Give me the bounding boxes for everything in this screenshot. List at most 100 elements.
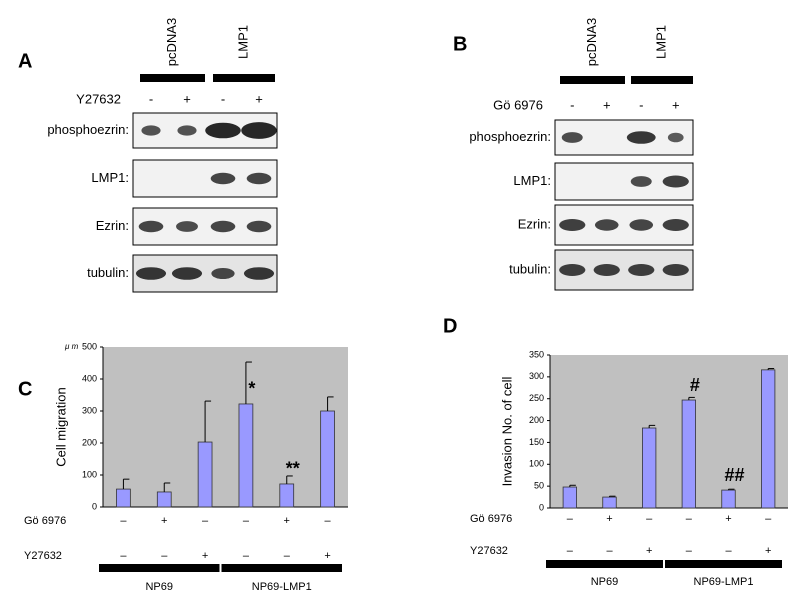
- sign: –: [686, 513, 693, 525]
- sign: –: [606, 545, 613, 557]
- y-tick-label: 350: [529, 349, 544, 359]
- treatment-label: Gö 6976: [493, 97, 543, 112]
- bar: [197, 441, 213, 508]
- y-tick-label: 300: [82, 405, 97, 415]
- treatment-label: Gö 6976: [24, 515, 66, 527]
- sign: –: [120, 550, 127, 562]
- bar: [279, 483, 295, 508]
- sign: +: [202, 550, 208, 562]
- bar: [562, 486, 577, 509]
- sign: –: [202, 515, 209, 527]
- treatment-label: Y27632: [76, 91, 121, 106]
- sign: -: [221, 91, 225, 106]
- sign: +: [646, 545, 652, 557]
- annotation: ##: [724, 465, 744, 485]
- blot-band: [559, 264, 586, 276]
- row-label: phosphoezrin:: [469, 129, 551, 144]
- sign: –: [161, 550, 168, 562]
- blot-band: [210, 220, 236, 233]
- y-tick-label: 500: [82, 341, 97, 351]
- row-label: tubulin:: [87, 265, 129, 280]
- y-tick-label: 250: [529, 393, 544, 403]
- sign: +: [725, 513, 731, 525]
- y-tick-label: 100: [82, 469, 97, 479]
- sign: –: [765, 513, 772, 525]
- blot-band: [141, 125, 161, 136]
- y-tick-label: 300: [529, 371, 544, 381]
- blot-band: [171, 267, 203, 280]
- sign: –: [567, 545, 574, 557]
- blot-band: [662, 175, 689, 188]
- y-tick-label: 0: [92, 501, 97, 511]
- y-axis-label: Invasion No. of cell: [499, 376, 514, 486]
- sign: +: [765, 545, 771, 557]
- group-bar: [99, 564, 220, 572]
- blot-band: [561, 132, 583, 143]
- sign: –: [325, 515, 332, 527]
- treatment-label: Y27632: [470, 545, 508, 557]
- bar: [681, 399, 696, 509]
- row-label: phosphoezrin:: [47, 122, 129, 137]
- annotation: *: [248, 379, 255, 399]
- group-bar: [221, 564, 342, 572]
- blot-band: [211, 267, 235, 280]
- blot-band: [630, 176, 652, 187]
- group-bar: [546, 560, 663, 568]
- blot-band: [667, 132, 684, 143]
- blot-band: [626, 131, 656, 144]
- group-label: NP69-LMP1: [694, 576, 754, 588]
- sign: +: [255, 91, 263, 106]
- blot-band: [593, 264, 620, 276]
- row-label: Ezrin:: [518, 216, 551, 231]
- blot-band: [241, 122, 277, 139]
- y-tick-label: 50: [534, 481, 544, 491]
- blot-band: [559, 219, 586, 231]
- bar: [721, 489, 736, 509]
- plot-area: [550, 355, 788, 508]
- blot-band: [205, 122, 241, 139]
- sign: –: [243, 515, 250, 527]
- column-label: pcDNA3: [164, 18, 179, 66]
- row-label: Ezrin:: [96, 218, 129, 233]
- blot-band: [628, 264, 655, 276]
- sign: +: [324, 550, 330, 562]
- bar: [320, 410, 335, 508]
- blot-band: [243, 267, 275, 280]
- blot-band: [662, 264, 689, 276]
- column-label: pcDNA3: [584, 18, 599, 66]
- sign: –: [567, 513, 574, 525]
- sign: –: [686, 545, 693, 557]
- sign: +: [606, 513, 612, 525]
- row-label: tubulin:: [509, 261, 551, 276]
- group-label: NP69-LMP1: [252, 581, 312, 593]
- group-label: NP69: [145, 581, 173, 593]
- annotation: #: [690, 375, 700, 395]
- bar: [156, 491, 172, 508]
- bar: [642, 427, 657, 509]
- sign: +: [603, 97, 611, 112]
- sign: –: [243, 550, 250, 562]
- y-tick-label: 0: [539, 502, 544, 512]
- blot-band: [177, 125, 197, 136]
- sign: -: [639, 97, 643, 112]
- y-tick-label: 100: [529, 459, 544, 469]
- row-label: LMP1:: [91, 170, 129, 185]
- sign: +: [161, 515, 167, 527]
- y-tick-label: 200: [82, 437, 97, 447]
- blot-band: [246, 220, 272, 233]
- panel-label: C: [18, 378, 32, 400]
- blot-band: [246, 172, 272, 185]
- group-bar: [140, 74, 205, 82]
- row-label: LMP1:: [513, 173, 551, 188]
- sign: +: [672, 97, 680, 112]
- sign: +: [284, 515, 290, 527]
- sign: +: [183, 91, 191, 106]
- unit-label: μ m: [64, 342, 79, 351]
- blot-band: [210, 172, 236, 185]
- bar: [116, 488, 131, 508]
- treatment-label: Gö 6976: [470, 513, 512, 525]
- sign: -: [149, 91, 153, 106]
- panel-label: A: [18, 50, 32, 72]
- blot-band: [176, 221, 198, 232]
